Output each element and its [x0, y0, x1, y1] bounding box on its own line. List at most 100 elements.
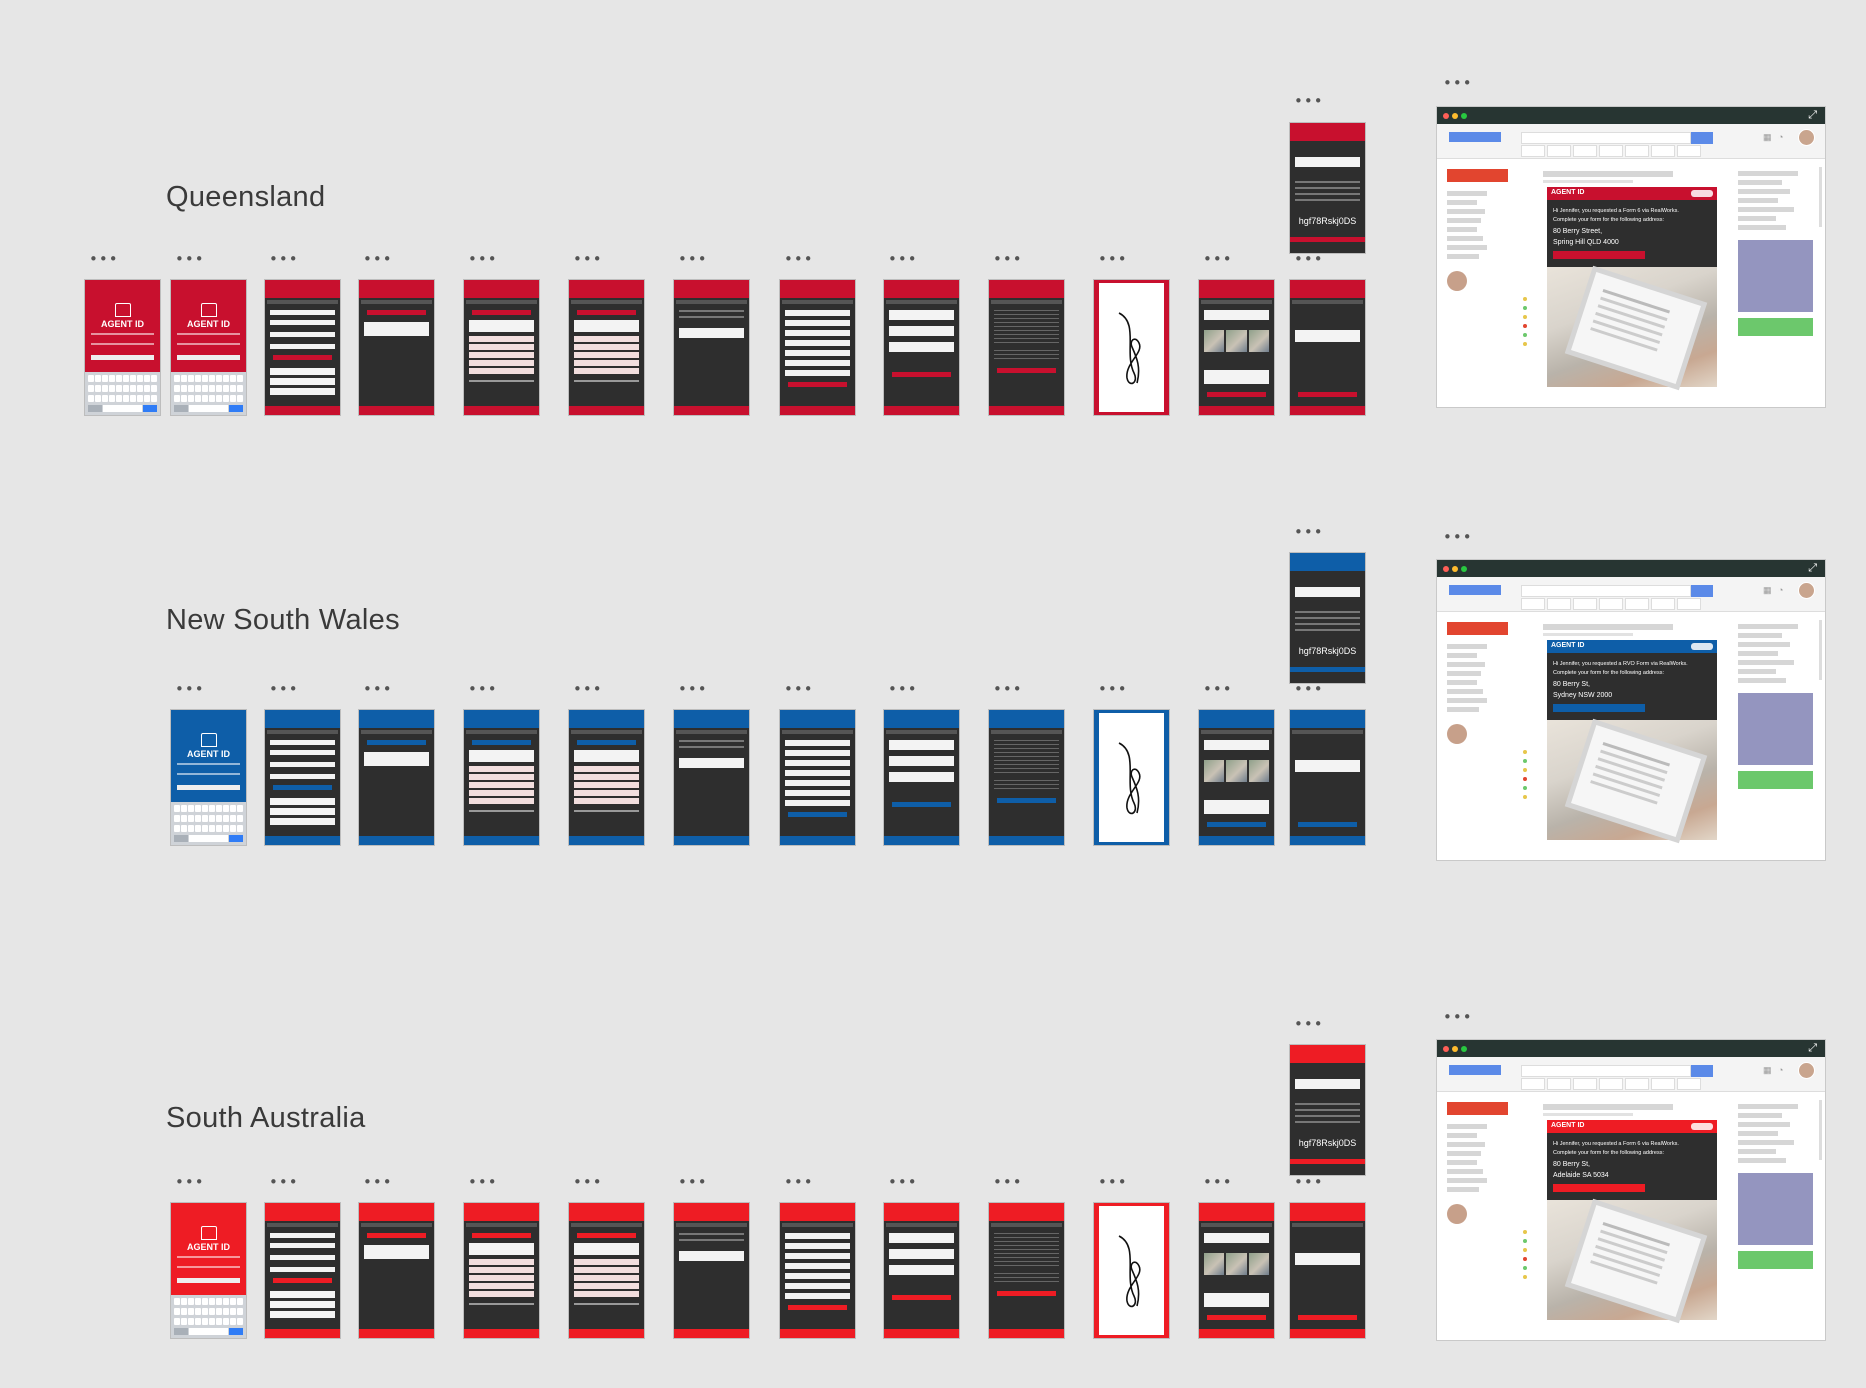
folder-item[interactable] — [1447, 245, 1487, 250]
key[interactable] — [202, 1308, 208, 1315]
form-field[interactable] — [785, 1243, 850, 1249]
username-field[interactable] — [177, 333, 240, 335]
phone-screen-sign[interactable] — [1094, 1203, 1169, 1338]
result-item[interactable] — [270, 1311, 335, 1318]
phone-screen-docs[interactable] — [884, 280, 959, 415]
key[interactable] — [216, 815, 222, 822]
code-screen-queensland[interactable]: hgf78Rskj0DS — [1290, 123, 1365, 253]
key[interactable] — [195, 825, 201, 832]
form-field[interactable] — [785, 1283, 850, 1289]
folder-item[interactable] — [1447, 671, 1481, 676]
key[interactable] — [230, 805, 236, 812]
key[interactable] — [230, 1318, 236, 1325]
search-button[interactable] — [273, 355, 332, 360]
key[interactable] — [174, 385, 180, 392]
key[interactable] — [230, 815, 236, 822]
compose-button[interactable] — [1449, 585, 1501, 595]
form-field[interactable] — [785, 750, 850, 756]
document-item[interactable] — [889, 342, 954, 352]
frame-menu-dots[interactable]: ••• — [784, 1173, 814, 1191]
phone-screen-form[interactable] — [265, 1203, 340, 1338]
form-field[interactable] — [785, 790, 850, 796]
key[interactable] — [237, 395, 243, 402]
form-field[interactable] — [785, 310, 850, 316]
folder-item[interactable] — [1447, 1178, 1487, 1183]
frame-menu-dots[interactable]: ••• — [269, 250, 299, 268]
search-button[interactable] — [273, 1278, 332, 1283]
key[interactable] — [109, 395, 115, 402]
contact-card[interactable] — [574, 320, 639, 332]
input-field[interactable] — [270, 762, 335, 767]
key[interactable] — [202, 375, 208, 382]
checklist-item[interactable] — [574, 336, 639, 342]
key[interactable] — [88, 375, 94, 382]
traffic-light-icon[interactable] — [1452, 1046, 1458, 1052]
compose-button[interactable] — [1449, 132, 1501, 142]
phone-screen-summary[interactable] — [674, 710, 749, 845]
frame-menu-dots[interactable]: ••• — [678, 250, 708, 268]
form-field[interactable] — [785, 320, 850, 326]
key[interactable] — [174, 825, 180, 832]
finish-button[interactable] — [1298, 822, 1357, 827]
form-field[interactable] — [785, 1253, 850, 1259]
document-item[interactable] — [889, 740, 954, 750]
key[interactable] — [223, 1318, 229, 1325]
key[interactable] — [202, 825, 208, 832]
input-field[interactable] — [270, 344, 335, 349]
key[interactable] — [109, 375, 115, 382]
checklist-item[interactable] — [574, 1283, 639, 1289]
frame-menu-dots[interactable]: ••• — [993, 250, 1023, 268]
key[interactable] — [223, 825, 229, 832]
mail-action-button[interactable] — [1521, 1078, 1545, 1090]
key[interactable] — [174, 1308, 180, 1315]
frame-menu-dots[interactable]: ••• — [363, 250, 393, 268]
key[interactable] — [209, 805, 215, 812]
frame-menu-dots[interactable]: ••• — [573, 680, 603, 698]
folder-item[interactable] — [1447, 191, 1487, 196]
key[interactable] — [223, 395, 229, 402]
key[interactable] — [216, 375, 222, 382]
phone-screen-results[interactable] — [359, 1203, 434, 1338]
key[interactable] — [202, 385, 208, 392]
key[interactable] — [123, 375, 129, 382]
checklist-item[interactable] — [469, 1291, 534, 1297]
frame-menu-dots[interactable]: ••• — [1294, 250, 1324, 268]
folder-item[interactable] — [1447, 236, 1483, 241]
phone-screen-login[interactable]: AGENT ID — [171, 710, 246, 845]
key[interactable] — [95, 385, 101, 392]
search-button[interactable] — [1691, 585, 1713, 597]
phone-screen-photos[interactable] — [1199, 1203, 1274, 1338]
continue-button[interactable] — [892, 802, 951, 807]
filter-button[interactable] — [472, 1233, 531, 1238]
key[interactable] — [181, 825, 187, 832]
key[interactable] — [181, 1308, 187, 1315]
mode-key[interactable] — [88, 405, 103, 412]
phone-screen-login[interactable]: AGENT ID — [85, 280, 160, 415]
user-avatar[interactable] — [1798, 582, 1815, 599]
phone-screen-summary[interactable] — [674, 1203, 749, 1338]
checklist-item[interactable] — [574, 1259, 639, 1265]
phone-screen-login[interactable]: AGENT ID — [171, 1203, 246, 1338]
contact-card[interactable] — [1204, 740, 1269, 750]
traffic-light-icon[interactable] — [1452, 566, 1458, 572]
input-field[interactable] — [270, 774, 335, 779]
user-avatar[interactable] — [1798, 129, 1815, 146]
contact-card[interactable] — [679, 1251, 744, 1261]
expand-icon[interactable]: ⤢ — [1808, 562, 1817, 574]
phone-screen-docs[interactable] — [884, 710, 959, 845]
checklist-item[interactable] — [469, 1283, 534, 1289]
key[interactable] — [174, 805, 180, 812]
folder-item[interactable] — [1447, 653, 1477, 658]
key[interactable] — [174, 395, 180, 402]
phone-screen-terms[interactable] — [989, 280, 1064, 415]
frame-menu-dots[interactable]: ••• — [573, 1173, 603, 1191]
key[interactable] — [174, 1318, 180, 1325]
result-item[interactable] — [270, 808, 335, 815]
key[interactable] — [202, 805, 208, 812]
frame-menu-dots[interactable]: ••• — [1443, 528, 1473, 546]
search-button[interactable] — [273, 785, 332, 790]
form-field[interactable] — [785, 350, 850, 356]
key[interactable] — [181, 395, 187, 402]
key[interactable] — [88, 385, 94, 392]
key[interactable] — [237, 1318, 243, 1325]
